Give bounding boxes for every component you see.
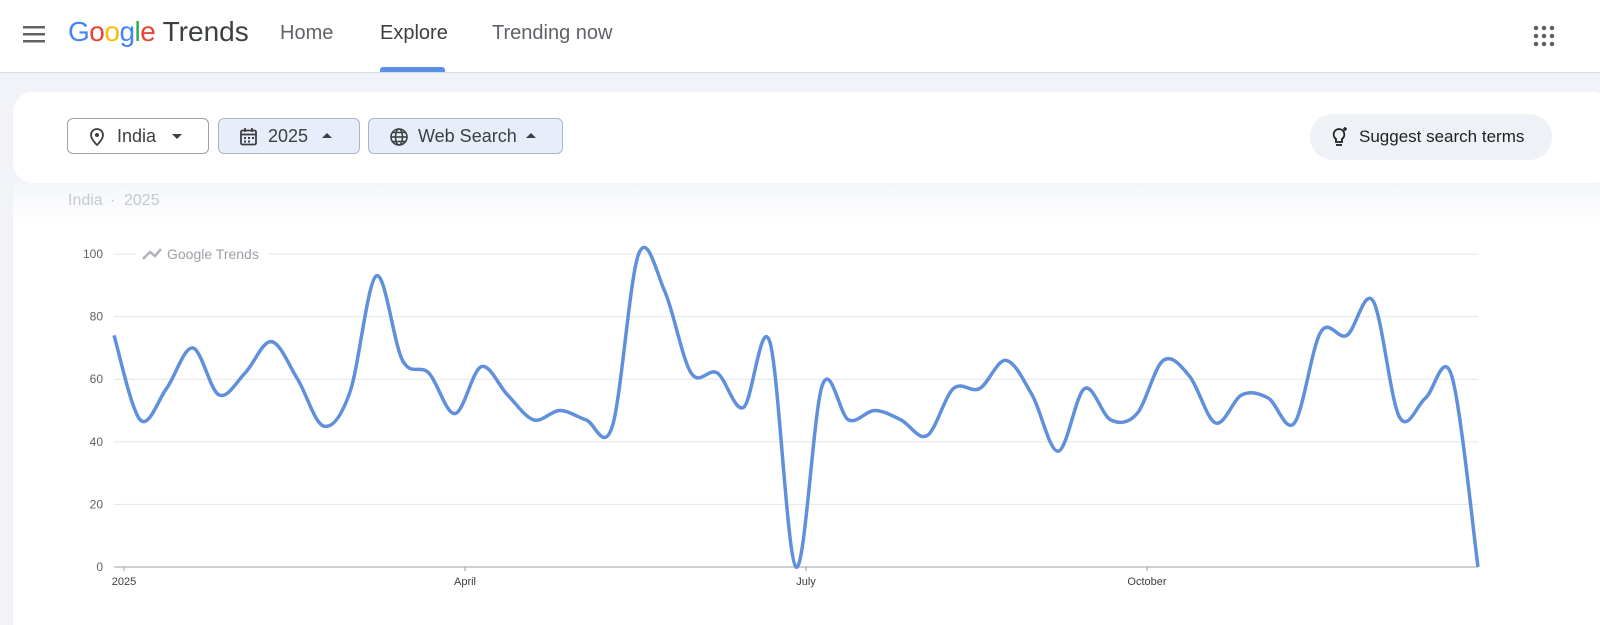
chart: 0 20 40 60 80 100 2025 April July October Google T… — [83, 244, 1480, 588]
dropdown-arrow — [322, 133, 332, 138]
x-tick-label: April — [454, 576, 476, 588]
header: Google Trends Home Explore Trending now — [0, 0, 1600, 73]
dropdown-arrow — [172, 134, 182, 139]
period-filter[interactable]: 2025 — [218, 118, 360, 154]
summary-location: India — [68, 192, 103, 209]
location-filter[interactable]: India — [67, 118, 209, 154]
x-tick-label: October — [1127, 576, 1166, 588]
y-tick-label: 0 — [96, 560, 103, 574]
calendar-icon — [240, 128, 257, 146]
watermark: Google Trends — [167, 246, 259, 262]
bulb-icon — [1332, 127, 1347, 146]
location-label: India — [117, 125, 157, 146]
chart-panel — [13, 183, 1600, 625]
logo-google: Google — [68, 16, 156, 47]
property-filter[interactable]: Web Search — [368, 118, 563, 154]
globe-icon — [390, 128, 408, 146]
active-indicator — [380, 67, 445, 72]
menu-icon[interactable] — [22, 24, 48, 46]
trend-line — [112, 245, 1480, 569]
nav-item[interactable]: Explore — [380, 22, 448, 44]
watermark-icon — [142, 248, 162, 260]
y-tick-label: 100 — [83, 247, 103, 261]
property-label: Web Search — [418, 125, 517, 146]
nav-item[interactable]: Home — [280, 22, 334, 44]
x-tick-label: 2025 — [112, 576, 136, 588]
logo-product: Trends — [162, 16, 249, 47]
pin-icon — [90, 128, 104, 147]
nav-item[interactable]: Trending now — [492, 22, 613, 44]
suggest-label: Suggest search terms — [1359, 127, 1525, 146]
dropdown-arrow — [526, 133, 536, 138]
suggest-button[interactable]: Suggest search terms — [1310, 114, 1552, 160]
y-tick-label: 80 — [90, 310, 104, 324]
logo[interactable]: Google Trends — [68, 16, 249, 48]
y-tick-label: 40 — [90, 435, 104, 449]
watermark-bg — [136, 244, 268, 264]
summary-period: 2025 — [124, 192, 160, 209]
y-tick-label: 60 — [90, 372, 104, 386]
y-tick-label: 20 — [90, 497, 104, 511]
x-tick-label: July — [796, 576, 816, 588]
apps-icon[interactable] — [1532, 24, 1556, 48]
summary-separator: · — [110, 192, 116, 209]
period-label: 2025 — [268, 125, 309, 146]
